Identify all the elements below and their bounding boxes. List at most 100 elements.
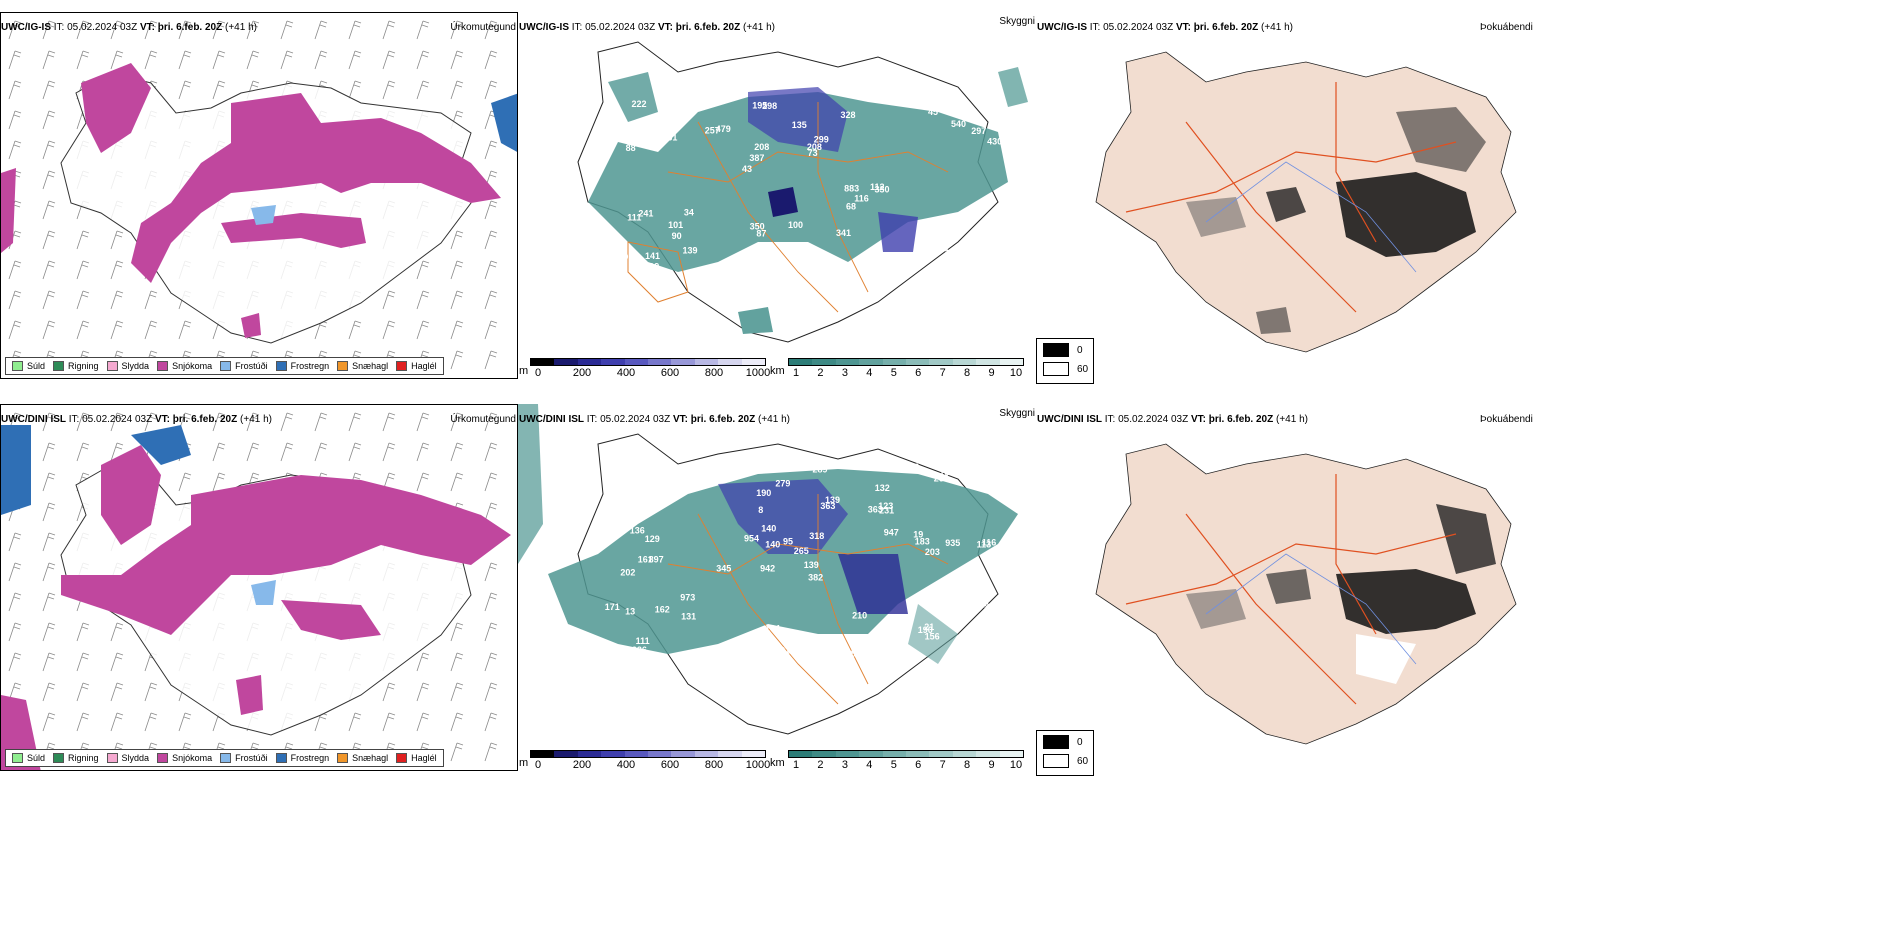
cloud-ceiling-value: 111 xyxy=(636,636,650,646)
cloud-ceiling-value: 265 xyxy=(794,546,809,556)
colorbar-segment xyxy=(624,751,649,757)
snow-area xyxy=(81,63,151,153)
legend-label: Slydda xyxy=(121,753,150,763)
colorbar-tick-label: 0 xyxy=(534,759,542,771)
cloud-ceiling-value: 328 xyxy=(841,110,856,120)
panel-title-cloud: Skyggni xyxy=(999,16,1035,27)
legend-label: Frostregn xyxy=(290,753,330,763)
cloud-ceiling-value: 167 xyxy=(939,468,954,478)
header-precip-igis: UWC/IG-IS IT: 05.02.2024 03Z VT: þri. 6.… xyxy=(1,22,257,33)
legend-swatch xyxy=(53,361,65,371)
cloud-ceiling-value: 330 xyxy=(875,185,890,195)
legend-swatch xyxy=(157,361,169,371)
snow-area xyxy=(131,93,501,283)
cloud-ceiling-value: 190 xyxy=(756,488,771,498)
ceiling-unit: m xyxy=(519,365,529,377)
fog-legend: 0 60 xyxy=(1036,338,1094,384)
cloud-ceiling-value: 494 xyxy=(868,80,883,90)
cloud-ceiling-value: 954 xyxy=(744,534,759,544)
ceiling-unit: m xyxy=(519,757,529,769)
cloud-ceiling-labels: 193 88 97 43 328 141 195 135 241 479 334 90 298 299 33… xyxy=(610,72,1003,272)
cloud-ceiling-value: 220 xyxy=(619,489,634,499)
legend-swatch xyxy=(12,361,23,371)
cloud-ceiling-value: 203 xyxy=(925,547,940,557)
legend-label: Haglél xyxy=(411,753,437,763)
cloud-ceiling-value: 973 xyxy=(680,593,695,603)
colorbar-segment xyxy=(741,359,766,365)
colorbar-tick-label: 10 xyxy=(1009,367,1023,379)
legend-swatch xyxy=(275,361,287,371)
precip-type-panel-igis: Súld Rigning Slydda Snjókoma Frostúði Fr… xyxy=(0,12,518,379)
colorbar-segment xyxy=(577,751,602,757)
cloud-ceiling-value: 479 xyxy=(716,124,731,134)
cloud-ceiling-value: 257 xyxy=(705,126,720,136)
colorbar-segment xyxy=(694,751,719,757)
cloud-ceiling-value: 334 xyxy=(610,239,625,249)
colorbar-segment xyxy=(718,751,742,757)
colorbar-segment xyxy=(601,359,625,365)
colorbar-tick-label: 4 xyxy=(866,367,873,379)
cloud-ceiling-value: 162 xyxy=(655,605,670,615)
visibility-colorbar: 1 2 3 4 5 6 7 8 9 10 xyxy=(788,750,1024,772)
cloud-ceiling-value: 212 xyxy=(780,646,795,656)
panel-title-fog: Þokuábendi xyxy=(1480,22,1533,33)
fog-legend: 0 60 xyxy=(1036,730,1094,776)
precip-legend: Súld Rigning Slydda Snjókoma Frostúði Fr… xyxy=(5,357,444,375)
cloud-ceiling-value: 13 xyxy=(625,606,635,616)
cloud-ceiling-value: 116 xyxy=(854,194,869,204)
cloud-ceiling-value: 139 xyxy=(804,560,819,570)
colorbar-tick-label: 7 xyxy=(939,759,946,771)
cloud-ceiling-value: 136 xyxy=(630,525,645,535)
fog-panel-igis xyxy=(1036,12,1536,379)
cloud-ceiling-value: 183 xyxy=(915,537,930,547)
colorbar-tick-label: 400 xyxy=(616,759,636,771)
cloud-ceiling-value: 222 xyxy=(632,99,647,109)
legend-swatch xyxy=(220,361,232,371)
cloud-ceiling-value: 104 xyxy=(652,479,667,489)
cloud-ceiling-value: 271 xyxy=(940,226,955,236)
colorbar-segment xyxy=(976,751,1000,757)
cloud-ceiling-value: 328 xyxy=(813,654,828,664)
colorbar-segment xyxy=(835,751,860,757)
cloud-ceiling-value: 297 xyxy=(971,126,986,136)
cloud-ceiling-value: 883 xyxy=(844,183,859,193)
cloud-ceiling-value: 289 xyxy=(813,465,828,475)
visibility-colorbar: 1 2 3 4 5 6 7 8 9 10 xyxy=(788,358,1024,380)
colorbar-segment xyxy=(671,751,695,757)
precip-legend: Súld Rigning Slydda Snjókoma Frostúði Fr… xyxy=(5,749,444,767)
legend-swatch xyxy=(396,361,408,371)
colorbar-segment xyxy=(718,359,742,365)
colorbar-segment xyxy=(554,359,578,365)
cloud-ceiling-value: 430 xyxy=(987,137,1002,147)
cloud-ceiling-value: 345 xyxy=(716,563,731,573)
cloud-ceiling-value: 341 xyxy=(836,228,851,238)
fog-map-dini xyxy=(1095,443,1517,745)
colorbar-segment xyxy=(906,751,930,757)
cloud-ceiling-value: 231 xyxy=(879,505,894,515)
colorbar-tick-label: 800 xyxy=(704,759,724,771)
cloud-ceiling-value: 156 xyxy=(925,632,940,642)
fog-panel-dini xyxy=(1036,404,1536,771)
colorbar-segment xyxy=(741,751,766,757)
cloud-ceiling-value: 73 xyxy=(808,148,818,158)
colorbar-tick-label: 1000 xyxy=(745,759,771,771)
colorbar-tick-label: 200 xyxy=(572,759,592,771)
colorbar-tick-label: 0 xyxy=(534,367,542,379)
cloud-ceiling-value: 45 xyxy=(928,107,938,117)
legend-label: Snæhagl xyxy=(352,753,389,763)
cloud-ceiling-value: 95 xyxy=(783,536,793,546)
colorbar-tick-label: 2 xyxy=(817,759,824,771)
colorbar-segment xyxy=(531,751,555,757)
cloud-map-igis: 193 88 97 43 328 141 195 135 241 479 334 90 298 299 33… xyxy=(577,41,1028,343)
cloud-ceiling-value: 68 xyxy=(846,201,856,211)
legend-label: Rigning xyxy=(68,361,99,371)
panel-title-cloud: Skyggni xyxy=(999,408,1035,419)
fog-map-igis xyxy=(1095,51,1517,353)
cloud-ceiling-value: 935 xyxy=(945,538,960,548)
cloud-ceiling-value: 208 xyxy=(754,142,769,152)
cloud-ceiling-value: 113 xyxy=(977,539,992,549)
colorbar-segment xyxy=(976,359,1000,365)
colorbar-segment xyxy=(789,751,813,757)
colorbar-segment xyxy=(906,359,930,365)
cloud-ceiling-value: 19 xyxy=(913,529,923,539)
